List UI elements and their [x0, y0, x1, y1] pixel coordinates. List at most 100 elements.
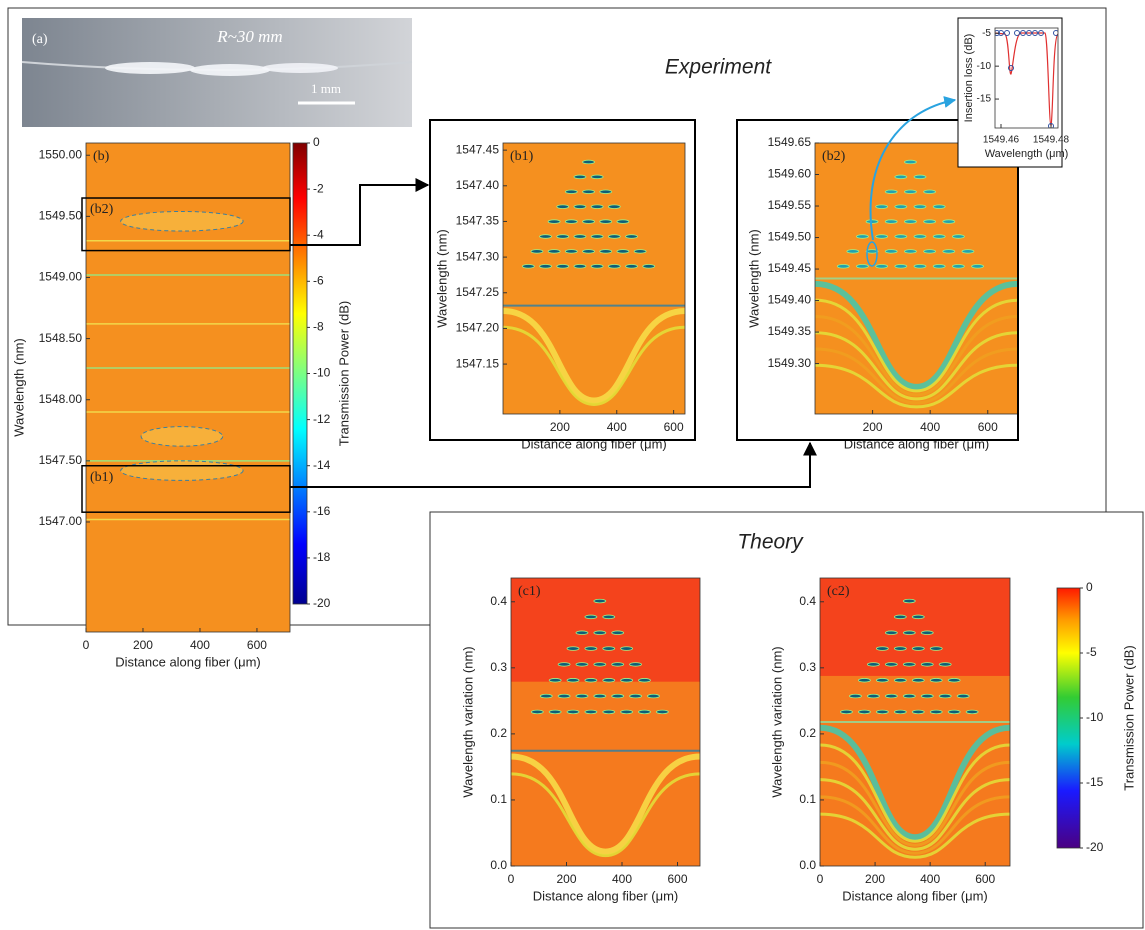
- pattern: [920, 630, 934, 635]
- pattern: [607, 234, 621, 239]
- y-tick-label: 0.4: [799, 594, 816, 608]
- panel-frame: [736, 119, 1019, 441]
- pattern: [875, 678, 889, 683]
- y-tick-label: 1547.25: [456, 285, 500, 299]
- x-tick-label: 1549.48: [1033, 135, 1070, 146]
- pattern: [566, 646, 580, 651]
- pattern: [582, 159, 595, 165]
- pattern: [593, 598, 607, 604]
- pattern: [884, 693, 898, 699]
- pattern: [573, 234, 587, 239]
- pattern: [590, 234, 604, 239]
- pattern: [932, 264, 946, 269]
- pattern: [904, 219, 917, 224]
- pattern: [965, 709, 979, 715]
- pattern: [856, 264, 869, 269]
- pattern: [539, 693, 553, 699]
- pattern: [947, 709, 961, 715]
- colorbar-tick-label: -14: [313, 458, 331, 472]
- pattern: [846, 249, 860, 254]
- pattern: [629, 693, 642, 699]
- colorbar-tick-label: -2: [313, 181, 324, 195]
- x-tick-label: 1549.46: [983, 135, 1020, 146]
- pattern: [951, 264, 965, 269]
- pattern: [884, 249, 898, 254]
- x-tick-label: 600: [978, 420, 998, 434]
- pattern: [875, 709, 889, 715]
- fringe: [820, 795, 1010, 855]
- colorbar-tick-label: -8: [313, 320, 324, 334]
- x-axis-label: Distance along fiber (μm): [115, 655, 261, 670]
- y-tick-label: 1549.65: [768, 135, 812, 149]
- experiment-title: Experiment: [665, 56, 772, 79]
- pattern: [929, 646, 943, 651]
- y-tick-label: 1547.20: [456, 321, 500, 335]
- y-tick-label: -10: [977, 61, 992, 72]
- y-tick-label: 0.1: [490, 792, 507, 806]
- pattern: [556, 204, 570, 209]
- plot-area: [820, 578, 1010, 866]
- pattern: [556, 234, 570, 239]
- y-tick-label: 1550.00: [39, 147, 83, 161]
- y-tick-label: 1549.30: [768, 356, 812, 370]
- pattern: [547, 249, 561, 254]
- pattern: [904, 189, 917, 194]
- y-tick-label: 0.3: [490, 660, 507, 674]
- glow: [105, 62, 195, 74]
- pattern: [942, 249, 956, 254]
- pattern: [566, 678, 580, 683]
- x-axis-label: Distance along fiber (μm): [521, 437, 667, 452]
- plot-area: [511, 578, 700, 866]
- pattern: [629, 662, 642, 667]
- x-tick-label: 200: [865, 872, 885, 886]
- colorbar-tick-label: -16: [313, 504, 331, 518]
- x-tick-label: 400: [612, 872, 632, 886]
- pattern: [530, 709, 544, 715]
- pattern: [920, 662, 934, 667]
- pattern: [911, 678, 925, 683]
- pattern: [638, 709, 651, 715]
- pattern: [929, 678, 943, 683]
- panel-frame: [429, 119, 696, 441]
- pattern: [865, 249, 879, 254]
- arrow: [290, 178, 430, 246]
- colorbar: [292, 142, 308, 605]
- measure-point: [1014, 30, 1020, 36]
- y-tick-label: 1548.00: [39, 392, 83, 406]
- fringe: [820, 760, 1010, 847]
- pattern: [884, 189, 898, 194]
- colorbar-tick-label: -10: [313, 366, 331, 380]
- theory-title: Theory: [737, 531, 804, 554]
- pattern: [894, 204, 908, 209]
- pattern: [836, 264, 850, 269]
- pattern: [884, 630, 898, 635]
- y-tick-label: 0.0: [799, 858, 816, 872]
- pattern: [556, 264, 570, 269]
- y-tick-label: 1548.50: [39, 331, 83, 345]
- y-tick-label: 1549.00: [39, 270, 83, 284]
- fringe: [511, 753, 700, 855]
- pattern: [564, 219, 578, 224]
- pattern: [875, 646, 889, 651]
- measure-point: [1026, 30, 1032, 36]
- pattern: [575, 630, 589, 635]
- y-axis-label: Wavelength variation (nm): [769, 646, 784, 797]
- y-axis-label: Wavelength variation (nm): [460, 646, 475, 797]
- y-tick-label: 1547.30: [456, 249, 500, 263]
- pattern: [539, 264, 552, 269]
- y-tick-label: 0.2: [799, 726, 816, 740]
- colorbar: [1056, 587, 1081, 849]
- pattern: [655, 709, 669, 715]
- plot-area: [86, 143, 290, 632]
- colorbar-tick-label: -4: [313, 227, 324, 241]
- pattern: [932, 234, 946, 239]
- plot-frame: [85, 142, 291, 633]
- highlight: [866, 241, 878, 267]
- pattern: [904, 159, 917, 165]
- plot-area: [995, 28, 1058, 128]
- pattern: [902, 598, 916, 604]
- colorbar-tick-label: -20: [313, 596, 331, 610]
- pattern: [557, 662, 571, 667]
- pattern: [573, 204, 587, 209]
- pattern: [956, 693, 970, 699]
